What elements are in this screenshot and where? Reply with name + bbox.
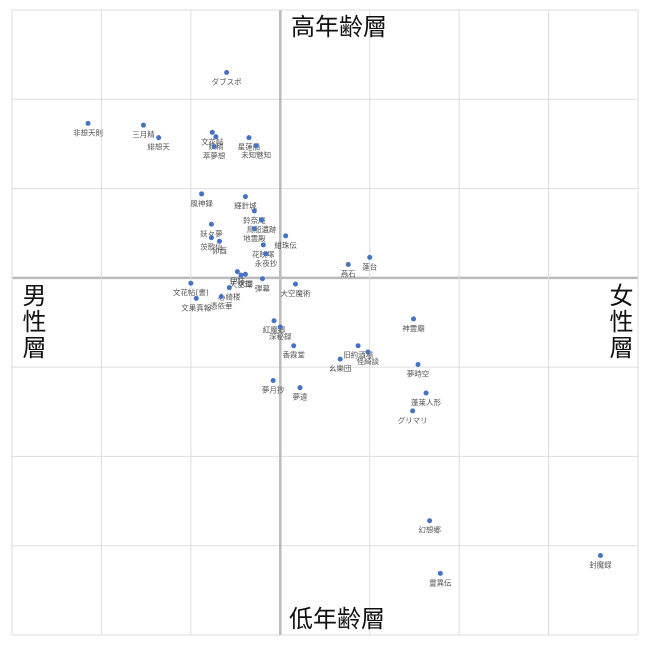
point-label: 求聞 bbox=[238, 278, 253, 288]
point-label: 輝針城 bbox=[234, 201, 257, 211]
point bbox=[251, 208, 257, 214]
point bbox=[345, 261, 351, 267]
point bbox=[226, 285, 232, 291]
bottom-label: 低年齢層 bbox=[289, 605, 385, 633]
point bbox=[277, 324, 283, 330]
point-label: 鳥船遺跡 bbox=[247, 224, 277, 234]
point bbox=[211, 144, 217, 150]
point bbox=[208, 221, 214, 227]
point-label: 三月精 bbox=[132, 129, 155, 139]
point bbox=[238, 272, 244, 278]
point bbox=[259, 217, 265, 223]
point-label: 非想天則 bbox=[73, 127, 103, 137]
point-label: 星蓮船 bbox=[238, 142, 261, 152]
point-label: 怪綺談 bbox=[357, 356, 380, 366]
point-label: 天空璋 bbox=[230, 279, 253, 289]
point-label: 旧約酒場 bbox=[343, 350, 373, 360]
point bbox=[188, 280, 194, 286]
point bbox=[423, 390, 429, 396]
point bbox=[337, 356, 343, 362]
point bbox=[242, 194, 248, 200]
point bbox=[85, 120, 91, 126]
point bbox=[271, 318, 277, 324]
point-label: 文花帖 bbox=[201, 136, 224, 146]
point-label: 卯酉 bbox=[212, 246, 227, 255]
point-label: 紅魔郷 bbox=[263, 325, 286, 335]
point-label: 未知魅知 bbox=[241, 150, 271, 160]
right-label: 女性層 bbox=[605, 283, 633, 361]
point bbox=[367, 254, 373, 260]
point bbox=[216, 238, 222, 244]
point bbox=[270, 378, 276, 384]
left-label: 男性層 bbox=[18, 283, 46, 361]
point bbox=[437, 570, 443, 576]
point-label: 妖々夢 bbox=[200, 228, 223, 238]
point bbox=[246, 135, 252, 141]
point-label: 大空魔術 bbox=[280, 288, 310, 298]
point-label: 紺珠伝 bbox=[274, 240, 297, 250]
point bbox=[213, 134, 219, 140]
point-label: 幺樂団 bbox=[329, 363, 352, 373]
point bbox=[292, 281, 298, 287]
point-label: 夢違 bbox=[292, 392, 307, 402]
point-label: 弾幕 bbox=[255, 283, 270, 293]
point bbox=[415, 361, 421, 367]
point bbox=[263, 251, 269, 257]
point-label: グリマリ bbox=[398, 415, 428, 425]
point bbox=[156, 135, 162, 141]
point-label: 心綺楼 bbox=[218, 292, 241, 302]
point bbox=[283, 233, 289, 239]
point-label: 鈴奈庵 bbox=[243, 215, 266, 225]
point bbox=[224, 70, 230, 75]
point bbox=[208, 235, 214, 241]
point-label: 文花帖(書) bbox=[173, 287, 209, 297]
point bbox=[199, 191, 205, 197]
point bbox=[234, 269, 240, 275]
point-label: 文果真報 bbox=[181, 302, 211, 312]
point-label: 燕石 bbox=[341, 268, 356, 278]
point-label: ダブスポ bbox=[212, 77, 242, 87]
point-label: 蓬莱人形 bbox=[411, 397, 441, 407]
point bbox=[260, 242, 266, 248]
top-label: 高年齢層 bbox=[291, 13, 387, 41]
point bbox=[427, 518, 433, 524]
point bbox=[365, 349, 371, 355]
point bbox=[355, 343, 361, 349]
point bbox=[410, 408, 416, 414]
point-label: 茨歌仙 bbox=[200, 242, 223, 252]
point bbox=[193, 295, 199, 301]
point-label: 永夜抄 bbox=[255, 258, 278, 268]
point-label: 封魔録 bbox=[589, 560, 612, 570]
point-label: 萃夢想 bbox=[203, 151, 226, 161]
point-label: 緋想天 bbox=[147, 142, 170, 152]
point-label: 蓬台 bbox=[362, 261, 377, 271]
point-label: 夢月抄 bbox=[262, 385, 285, 395]
point bbox=[297, 385, 303, 391]
point-label: 靈異伝 bbox=[429, 577, 452, 587]
point bbox=[242, 271, 248, 277]
point-label: 憑依華 bbox=[210, 301, 233, 311]
point bbox=[140, 122, 146, 128]
point bbox=[259, 276, 265, 282]
point bbox=[411, 316, 417, 322]
point bbox=[291, 343, 297, 349]
point-label: 幻想郷 bbox=[418, 525, 441, 535]
point-label: 伊弉 bbox=[230, 276, 245, 286]
point-label: 地霊殿 bbox=[243, 233, 266, 243]
point bbox=[209, 129, 215, 135]
point-label: 香霖堂 bbox=[282, 350, 305, 360]
point bbox=[218, 294, 224, 300]
point-label: 夢時空 bbox=[407, 368, 430, 378]
point-label: 深秘録 bbox=[269, 331, 292, 341]
point bbox=[253, 143, 259, 149]
point bbox=[251, 226, 257, 232]
point bbox=[597, 553, 603, 559]
point-label: 神霊廟 bbox=[402, 323, 425, 333]
point-label: 風神録 bbox=[190, 198, 213, 208]
